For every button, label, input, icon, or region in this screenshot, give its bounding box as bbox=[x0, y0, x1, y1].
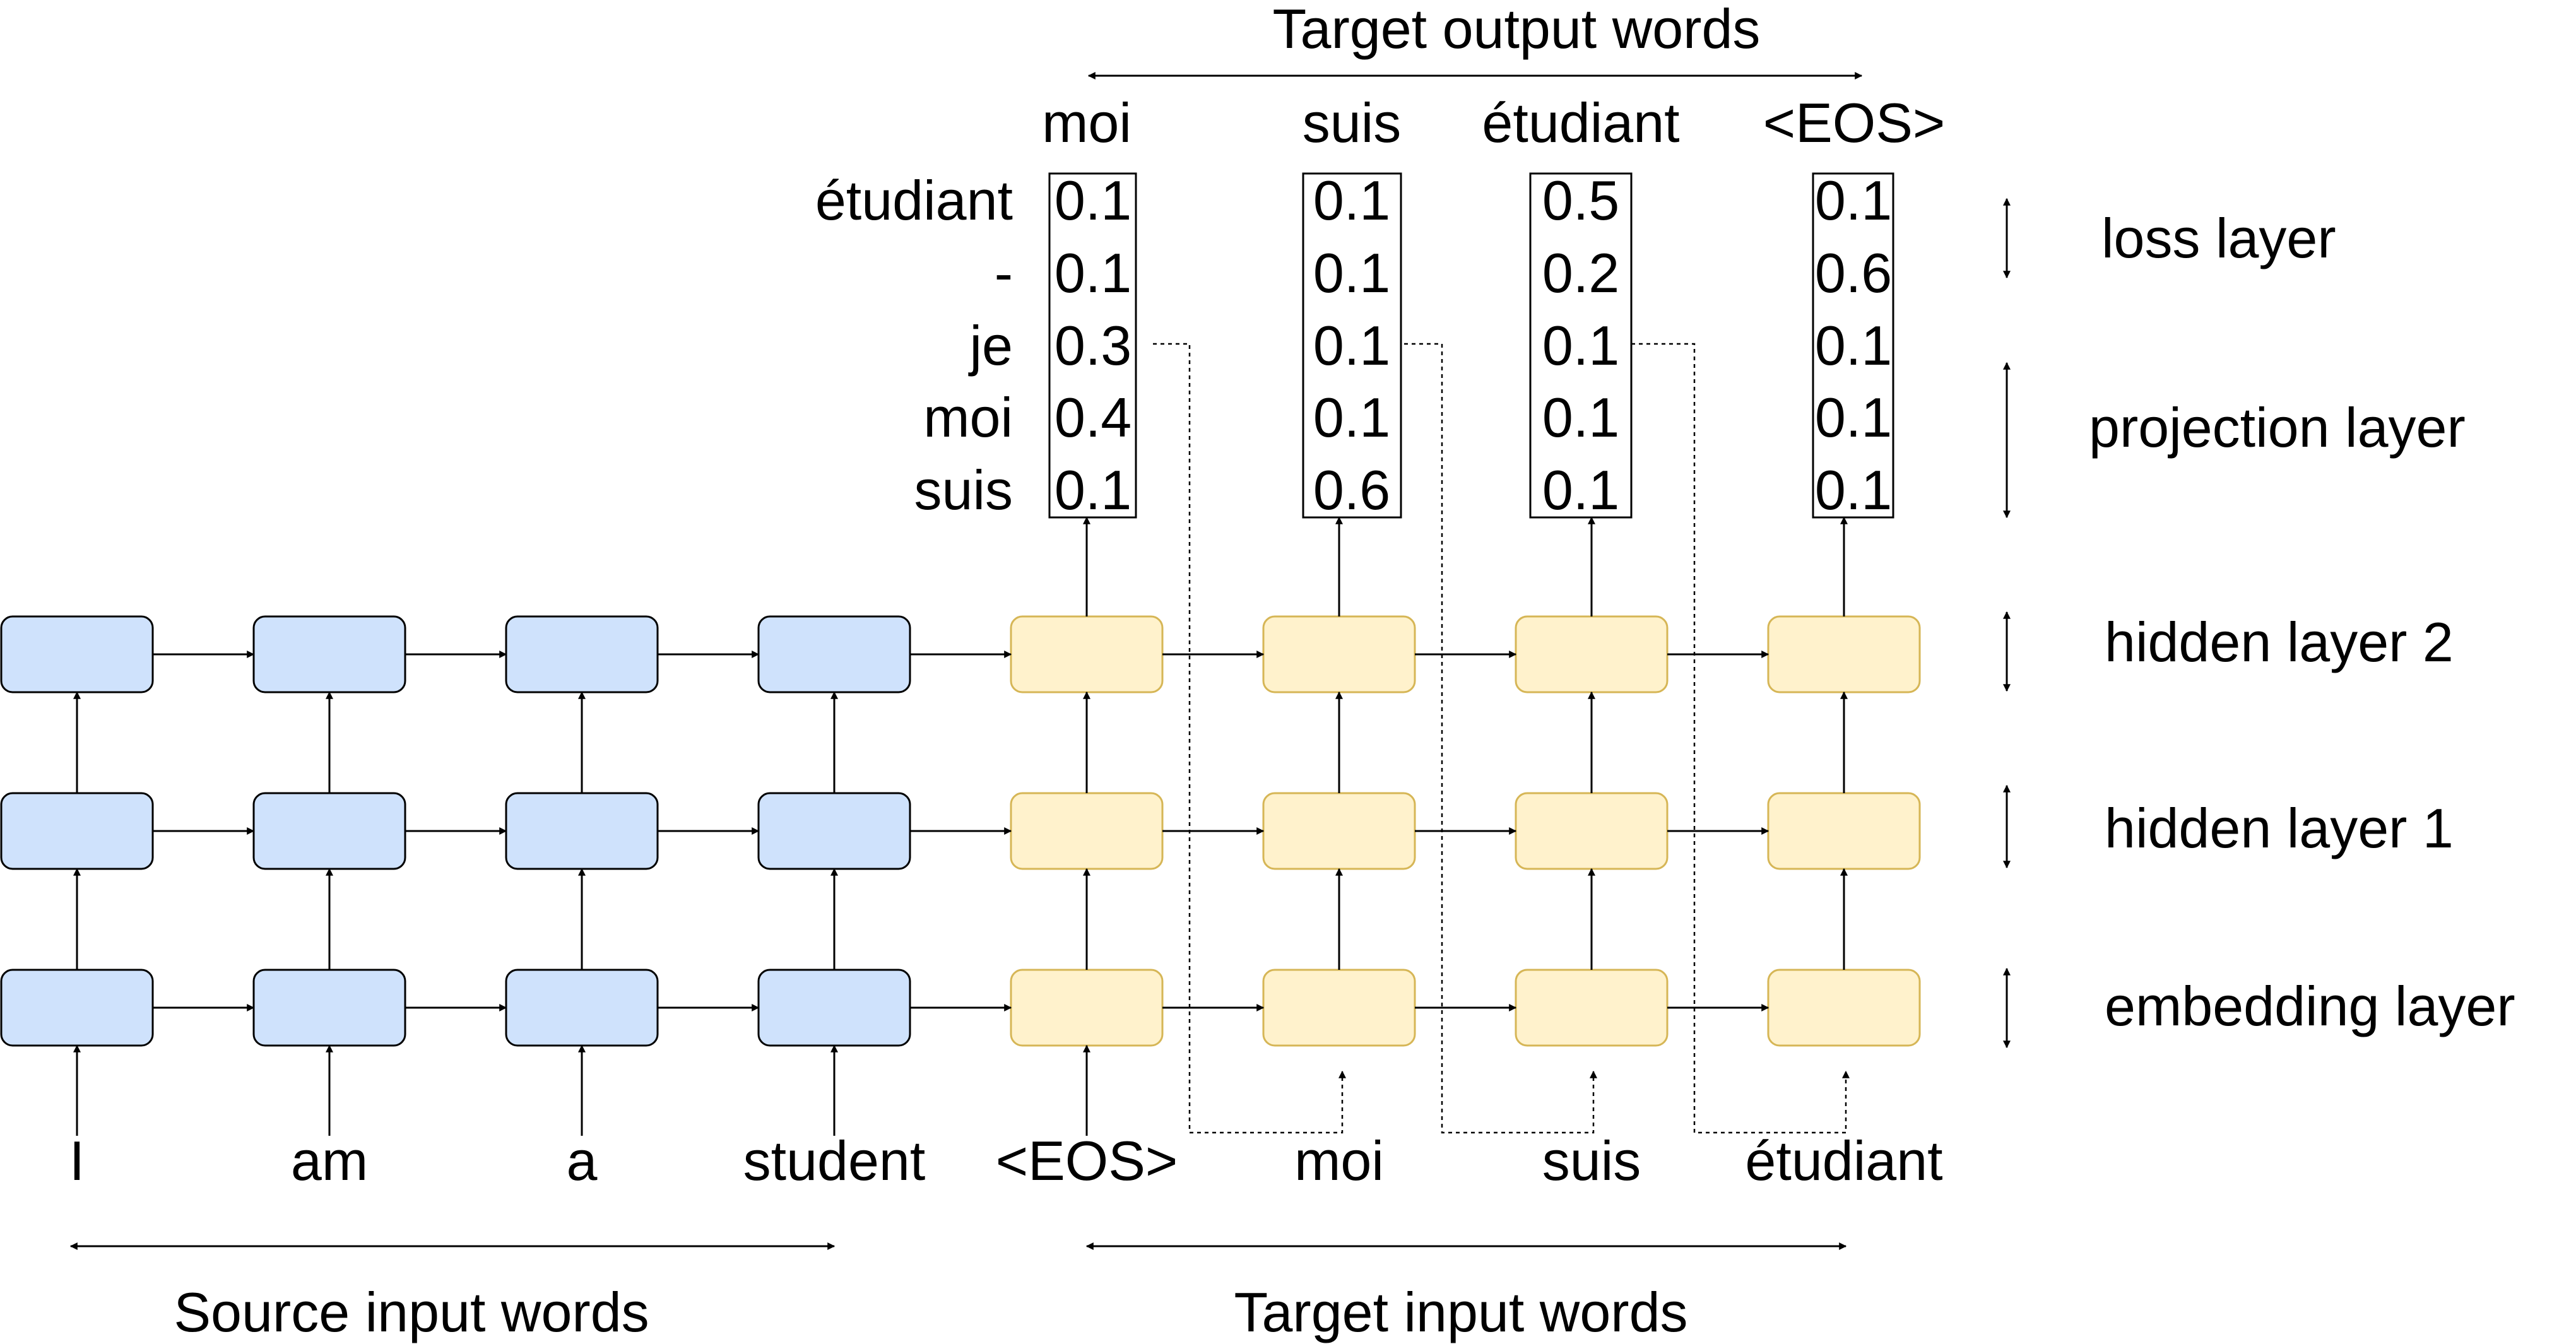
loss-layer-label: loss layer bbox=[2101, 207, 2336, 269]
target-input-word: étudiant bbox=[1745, 1129, 1942, 1192]
decoder-hidden-layer-2-cell bbox=[1515, 615, 1669, 693]
probability-value: 0.1 bbox=[1313, 386, 1390, 449]
prob-box-moi bbox=[1048, 172, 1137, 519]
encoder-hidden-layer-1-cell bbox=[505, 792, 659, 870]
output-word: étudiant bbox=[1482, 91, 1679, 154]
decoder-hidden-layer-1-cell bbox=[1010, 792, 1164, 870]
probability-value: 0.1 bbox=[1815, 314, 1892, 377]
encoder-hidden-layer-2-cell bbox=[757, 615, 911, 693]
probability-value: 0.1 bbox=[1815, 386, 1892, 449]
encoder-embedding-layer-cell bbox=[0, 969, 154, 1047]
projection-layer-label: projection layer bbox=[2089, 396, 2466, 459]
probability-value: 0.1 bbox=[1313, 169, 1390, 232]
probability-value: 0.1 bbox=[1815, 169, 1892, 232]
rnn-cells bbox=[0, 615, 1921, 1047]
prob-box-eos bbox=[1812, 172, 1894, 519]
source-word: am bbox=[291, 1129, 368, 1192]
encoder-hidden-layer-2-cell bbox=[252, 615, 406, 693]
probability-value: 0.1 bbox=[1542, 314, 1619, 377]
probability-value: 0.1 bbox=[1055, 459, 1131, 521]
decoder-hidden-layer-2-cell bbox=[1262, 615, 1416, 693]
target-input-word: suis bbox=[1542, 1129, 1641, 1192]
prob-box-etudiant bbox=[1529, 172, 1633, 519]
decoder-embedding-layer-cell bbox=[1767, 969, 1921, 1047]
target-input-word: <EOS> bbox=[996, 1129, 1178, 1192]
source-input-label: Source input words bbox=[174, 1281, 649, 1343]
probability-value: 0.1 bbox=[1542, 386, 1619, 449]
probability-value: 0.2 bbox=[1542, 242, 1619, 304]
encoder-hidden-layer-2-cell bbox=[0, 615, 154, 693]
output-word: suis bbox=[1303, 91, 1402, 154]
embedding-layer-label: embedding layer bbox=[2105, 975, 2515, 1037]
probability-value: 0.1 bbox=[1815, 459, 1892, 521]
source-word: a bbox=[567, 1129, 598, 1192]
hidden-layer-1-label: hidden layer 1 bbox=[2105, 797, 2454, 859]
encoder-embedding-layer-cell bbox=[252, 969, 406, 1047]
decoder-embedding-layer-cell bbox=[1515, 969, 1669, 1047]
decoder-hidden-layer-1-cell bbox=[1262, 792, 1416, 870]
probability-value: 0.1 bbox=[1055, 169, 1131, 232]
feedback-connectors bbox=[1153, 343, 1850, 1134]
vocab-label: suis bbox=[914, 459, 1013, 521]
probability-value: 0.6 bbox=[1815, 242, 1892, 304]
probability-value: 0.1 bbox=[1055, 242, 1131, 304]
decoder-hidden-layer-2-cell bbox=[1010, 615, 1164, 693]
vocab-label: je bbox=[968, 314, 1013, 377]
source-word: I bbox=[69, 1129, 85, 1192]
connection-arrows bbox=[73, 516, 1848, 1136]
encoder-embedding-layer-cell bbox=[505, 969, 659, 1047]
target-output-title: Target output words bbox=[1273, 0, 1761, 60]
probability-value: 0.1 bbox=[1313, 242, 1390, 304]
decoder-embedding-layer-cell bbox=[1262, 969, 1416, 1047]
probability-value: 0.5 bbox=[1542, 169, 1619, 232]
output-word: <EOS> bbox=[1763, 91, 1946, 154]
probability-value: 0.4 bbox=[1055, 386, 1131, 449]
feedback-line-moi bbox=[1153, 343, 1346, 1134]
encoder-hidden-layer-1-cell bbox=[0, 792, 154, 870]
encoder-hidden-layer-2-cell bbox=[505, 615, 659, 693]
feedback-line-suis bbox=[1404, 343, 1597, 1134]
target-input-label: Target input words bbox=[1234, 1281, 1687, 1343]
probability-value: 0.1 bbox=[1313, 314, 1390, 377]
decoder-embedding-layer-cell bbox=[1010, 969, 1164, 1047]
source-word: student bbox=[743, 1129, 926, 1192]
prob-box-suis bbox=[1302, 172, 1402, 519]
vocab-label: - bbox=[995, 242, 1013, 304]
vocab-label: étudiant bbox=[815, 169, 1013, 232]
probability-values: 0.1 0.1 0.3 0.4 0.1 0.1 0.1 0.1 0.1 0.6 0.5 0.2 0.1 0… bbox=[1055, 169, 1892, 521]
encoder-hidden-layer-1-cell bbox=[757, 792, 911, 870]
decoder-hidden-layer-1-cell bbox=[1515, 792, 1669, 870]
decoder-hidden-layer-1-cell bbox=[1767, 792, 1921, 870]
feedback-line-etudiant bbox=[1631, 343, 1850, 1134]
encoder-embedding-layer-cell bbox=[757, 969, 911, 1047]
output-word: moi bbox=[1042, 91, 1131, 154]
hidden-layer-2-label: hidden layer 2 bbox=[2105, 611, 2454, 673]
vocab-label: moi bbox=[923, 386, 1013, 449]
probability-value: 0.6 bbox=[1313, 459, 1390, 521]
target-input-word: moi bbox=[1294, 1129, 1384, 1192]
probability-value: 0.3 bbox=[1055, 314, 1131, 377]
decoder-hidden-layer-2-cell bbox=[1767, 615, 1921, 693]
encoder-hidden-layer-1-cell bbox=[252, 792, 406, 870]
probability-value: 0.1 bbox=[1542, 459, 1619, 521]
